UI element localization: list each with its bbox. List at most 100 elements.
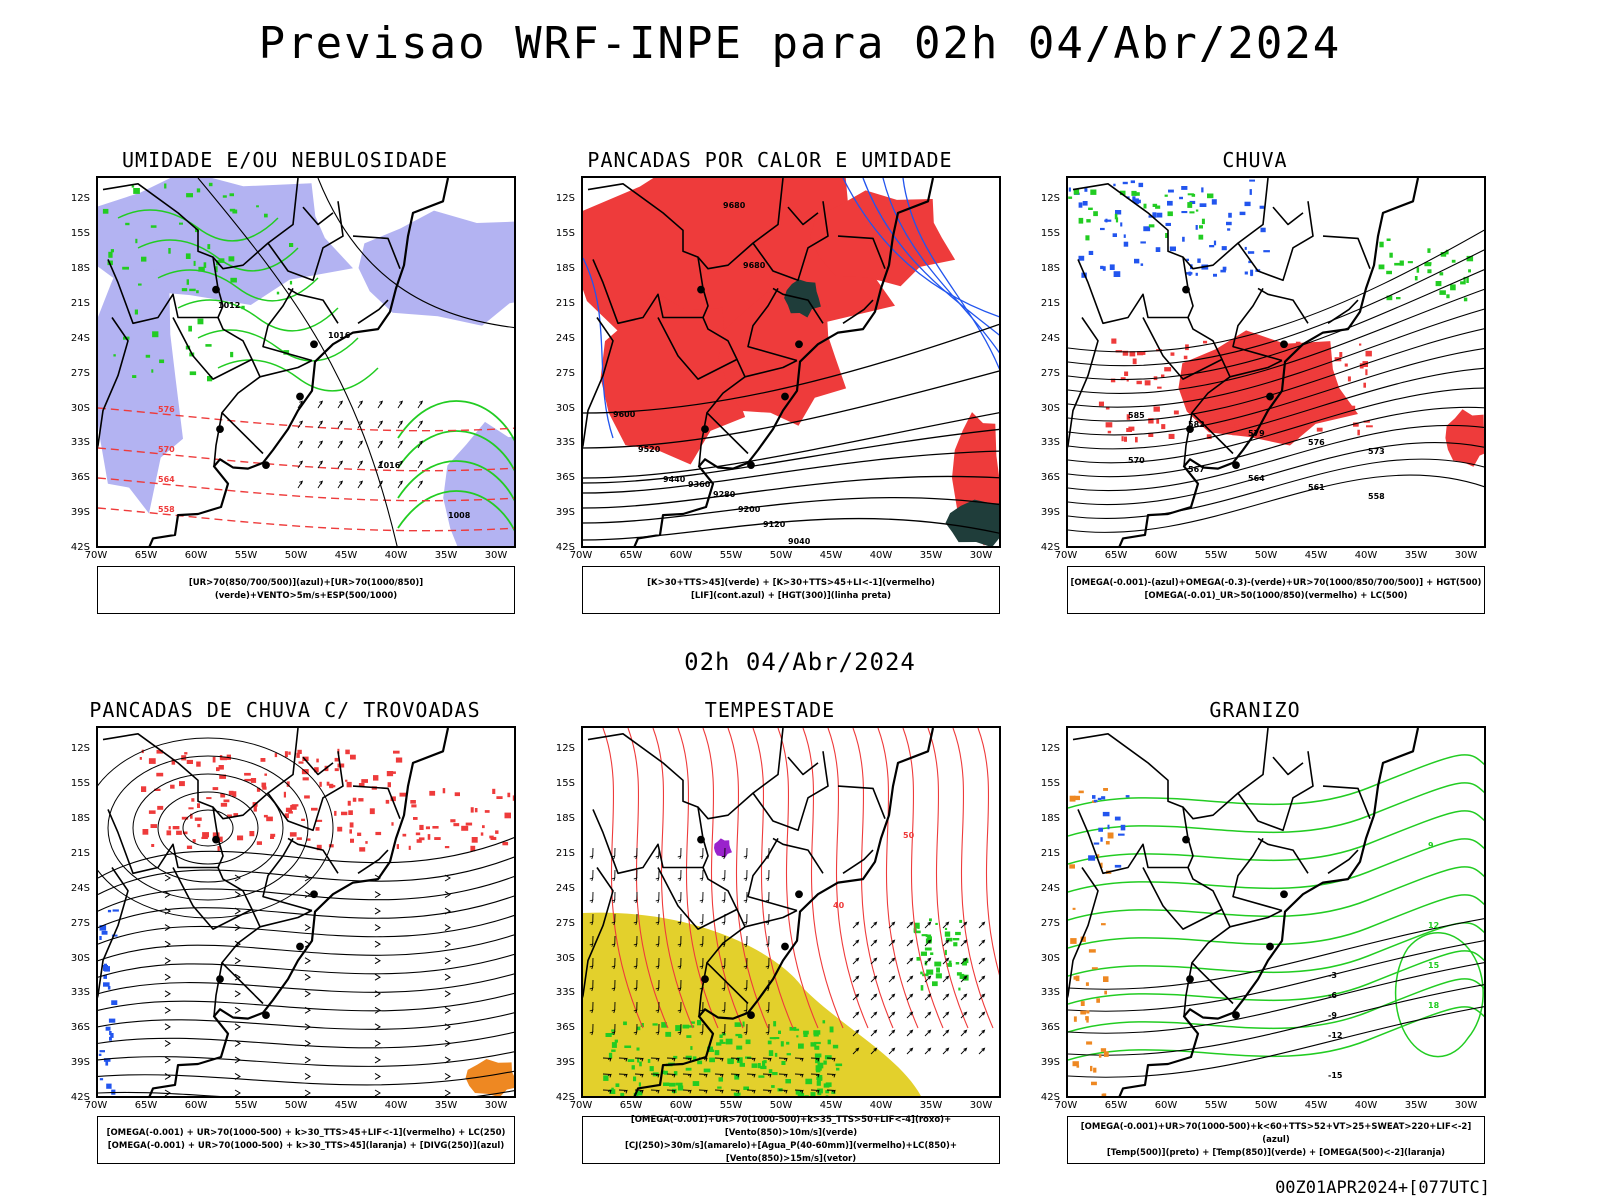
streamline bbox=[98, 1090, 514, 1096]
streamline-ring bbox=[98, 737, 334, 919]
wind-vector bbox=[870, 1047, 878, 1055]
state-border bbox=[1182, 242, 1239, 270]
humidity-low-cell bbox=[102, 208, 109, 214]
omega-green-cell bbox=[1164, 194, 1168, 197]
wind850-cell bbox=[685, 1055, 692, 1060]
wind850-cell bbox=[815, 1069, 821, 1073]
rain-cell bbox=[1247, 395, 1253, 399]
thunder-cell bbox=[444, 846, 450, 849]
rain-cell bbox=[1337, 399, 1344, 405]
streamline-arrow bbox=[304, 891, 311, 898]
wind850-cell bbox=[739, 1062, 745, 1067]
rain-cell bbox=[1334, 410, 1338, 415]
state-border bbox=[837, 235, 886, 269]
thunder-cell bbox=[274, 753, 278, 758]
contour-label: 585 bbox=[1128, 411, 1145, 420]
temp850-contour bbox=[1068, 782, 1484, 837]
wind-vector bbox=[589, 869, 594, 882]
wind850-cell bbox=[639, 1061, 642, 1067]
thunder-cell bbox=[415, 832, 421, 836]
wind-vector bbox=[633, 869, 638, 882]
omega-blue-cell bbox=[1109, 264, 1115, 270]
lake-marker bbox=[212, 835, 220, 844]
wind850-cell bbox=[771, 1085, 775, 1088]
omega-blue-cell bbox=[1188, 271, 1192, 276]
wind850-cell bbox=[832, 1044, 839, 1049]
wind-vector bbox=[924, 993, 932, 1001]
omega500-cell bbox=[1070, 938, 1077, 944]
humidity-low-cell bbox=[229, 193, 234, 197]
coastline bbox=[633, 178, 935, 546]
thunder-cell bbox=[418, 837, 425, 841]
contour-label: 9040 bbox=[788, 537, 811, 546]
wind850-cell bbox=[936, 967, 940, 973]
thunder-cell bbox=[263, 814, 268, 818]
divergence-cell bbox=[101, 930, 108, 935]
wind850-cell bbox=[669, 1082, 676, 1087]
wind-vector bbox=[888, 939, 896, 947]
omega-blue-cell bbox=[1260, 227, 1266, 233]
omega-green-cell bbox=[1195, 209, 1199, 212]
rain-cell bbox=[1353, 422, 1359, 427]
rain-cell bbox=[1135, 436, 1138, 443]
streamline bbox=[98, 934, 514, 962]
rain-cell bbox=[1296, 362, 1300, 367]
thunder-cell bbox=[296, 752, 300, 758]
humidity-low-cell bbox=[188, 325, 192, 332]
legend-box: [K>30+TTS>45](verde) + [K>30+TTS>45+LI<-… bbox=[582, 566, 1000, 614]
humidity-low-cell bbox=[232, 209, 238, 214]
thunder-cell bbox=[256, 787, 261, 792]
wind850-cell bbox=[815, 1057, 820, 1064]
streamline-arrow bbox=[164, 1073, 171, 1080]
omega500-cell bbox=[1086, 1010, 1090, 1014]
wind850-cell bbox=[767, 1040, 772, 1045]
rain-cell bbox=[1297, 372, 1302, 377]
panel-granizo: GRANIZO -15 -12 -9 -6 -3 9 12 15 18 [OMEGA(-0.00… bbox=[1020, 698, 1490, 1168]
contour-label: -6 bbox=[1328, 991, 1337, 1000]
wind850-cell bbox=[930, 952, 934, 955]
state-border bbox=[1257, 287, 1309, 324]
wind850-cell bbox=[717, 1086, 722, 1089]
contour-label: 582 bbox=[1188, 420, 1205, 429]
lon-tick-label: 65W bbox=[619, 550, 643, 561]
thunder-cell bbox=[492, 788, 496, 794]
wind850-cell bbox=[707, 1046, 713, 1052]
state-border bbox=[587, 183, 709, 325]
streamline-arrow bbox=[304, 924, 311, 932]
rain-cell bbox=[1173, 410, 1179, 415]
omega-blue-cell bbox=[1249, 189, 1252, 195]
precip-water-contour bbox=[827, 728, 869, 1029]
humidity-low-cell bbox=[229, 208, 236, 212]
thunder-cell bbox=[233, 813, 239, 817]
lon-tick-label: 60W bbox=[1154, 550, 1178, 561]
omega500-cell bbox=[1101, 923, 1106, 926]
wind850-cell bbox=[952, 938, 960, 941]
thunder-cell bbox=[385, 799, 390, 804]
omega-green-cell bbox=[1198, 234, 1204, 240]
state-border bbox=[212, 242, 269, 270]
wind850-cell bbox=[797, 1092, 805, 1096]
lon-tick-label: 60W bbox=[669, 550, 693, 561]
omega-blue-cell bbox=[1220, 269, 1226, 273]
rain-cell bbox=[1164, 367, 1172, 372]
wind850-cell bbox=[727, 1058, 734, 1064]
streamline bbox=[98, 1051, 514, 1067]
thunder-cell bbox=[408, 845, 411, 850]
wind-vector bbox=[852, 993, 860, 1001]
omega500-cell bbox=[1101, 1093, 1105, 1096]
state-border bbox=[302, 756, 334, 776]
thunder-cell bbox=[474, 808, 478, 813]
rain-cell bbox=[1205, 420, 1211, 423]
coastline bbox=[148, 178, 450, 546]
wind-vector bbox=[337, 460, 344, 469]
wind850-cell bbox=[836, 1067, 840, 1071]
omega-green-cell bbox=[1155, 205, 1161, 209]
streamline-arrow bbox=[234, 874, 241, 882]
thunder-cell bbox=[346, 781, 352, 788]
lake-marker bbox=[697, 835, 705, 844]
wind850-cell bbox=[781, 1061, 786, 1065]
contour-label: 576 bbox=[1308, 438, 1325, 447]
state-border bbox=[1322, 235, 1371, 269]
lon-tick-label: 60W bbox=[1154, 1100, 1178, 1111]
wind-vector bbox=[714, 1089, 724, 1094]
